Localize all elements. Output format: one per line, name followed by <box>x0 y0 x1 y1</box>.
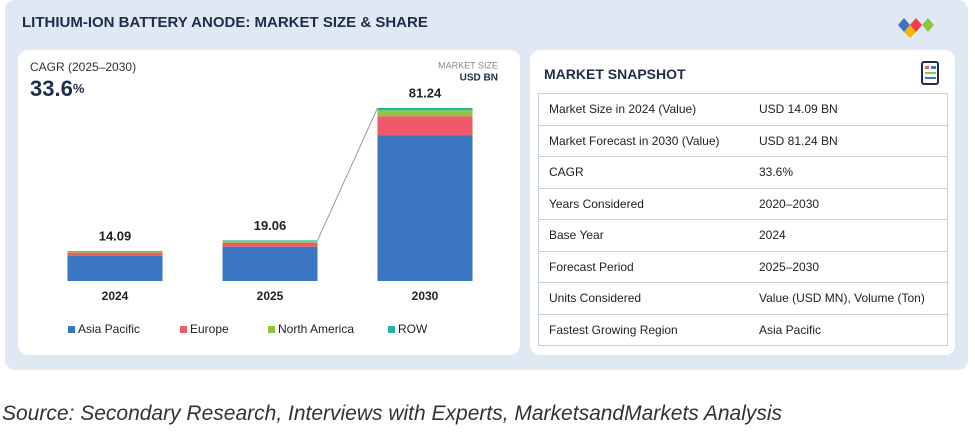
bar-segment <box>377 116 473 136</box>
snapshot-label: Market Size in 2024 (Value) <box>538 93 749 126</box>
bar-segment <box>67 251 163 253</box>
legend-swatch <box>68 326 75 333</box>
snapshot-label: Base Year <box>538 219 749 252</box>
annotation-value: 33.6% <box>30 76 85 101</box>
snapshot-row: CAGR 33.6% <box>538 156 948 189</box>
annotation-number: 33.6 <box>30 76 73 101</box>
bar-segment <box>67 252 163 256</box>
logo <box>898 18 934 38</box>
snapshot-value: USD 81.24 BN <box>749 125 948 157</box>
snapshot-row: Fastest Growing Region Asia Pacific <box>538 314 948 346</box>
snapshot-row: Base Year 2024 <box>538 219 948 252</box>
x-tick-label: 2025 <box>257 289 284 303</box>
annotation-label: CAGR (2025–2030) <box>30 60 136 74</box>
legend-label: Europe <box>190 322 229 336</box>
snapshot-value: Asia Pacific <box>749 314 948 346</box>
total-label: 81.24 <box>409 85 442 100</box>
snapshot-value: 2024 <box>749 219 948 252</box>
snapshot-table: Market Size in 2024 (Value) USD 14.09 BN M… <box>538 93 948 346</box>
snapshot-label: Fastest Growing Region <box>538 314 749 346</box>
snapshot-value: 2020–2030 <box>749 188 948 220</box>
snapshot-title: MARKET SNAPSHOT <box>544 66 686 82</box>
x-tick-label: 2030 <box>412 289 439 303</box>
snapshot-row: Market Size in 2024 (Value) USD 14.09 BN <box>538 93 948 126</box>
annotation-unit: % <box>73 81 85 96</box>
legend-label: ROW <box>398 322 428 336</box>
bar-segment <box>377 108 473 111</box>
snapshot-value: 2025–2030 <box>749 251 948 283</box>
snapshot-row: Units Considered Value (USD MN), Volume (… <box>538 282 948 315</box>
snapshot-label: Forecast Period <box>538 251 749 283</box>
snapshot-icon <box>921 61 939 85</box>
snapshot-card: MARKET SNAPSHOT Market Size in 2024 (Val… <box>530 50 955 355</box>
x-tick-label: 2024 <box>102 289 129 303</box>
snapshot-value: USD 14.09 BN <box>749 93 948 126</box>
bar-segment <box>222 241 318 243</box>
legend-swatch <box>388 326 395 333</box>
legend-swatch <box>180 326 187 333</box>
snapshot-value: Value (USD MN), Volume (Ton) <box>749 282 948 315</box>
total-label: 14.09 <box>99 228 132 243</box>
bar-segment <box>222 246 318 281</box>
snapshot-label: Units Considered <box>538 282 749 315</box>
snapshot-value: 33.6% <box>749 156 948 189</box>
source-note: Source: Secondary Research, Interviews w… <box>2 402 783 425</box>
legend-label: North America <box>278 322 354 336</box>
snapshot-label: Years Considered <box>538 188 749 220</box>
snapshot-label: CAGR <box>538 156 749 189</box>
bar-segment <box>377 110 473 117</box>
total-label: 19.06 <box>254 218 287 233</box>
bar-segment <box>222 240 318 242</box>
bar-segment <box>67 250 163 252</box>
unit-label: USD BN <box>460 73 498 84</box>
snapshot-row: Forecast Period 2025–2030 <box>538 251 948 283</box>
bar-segment <box>377 135 473 281</box>
snapshot-row: Market Forecast in 2030 (Value) USD 81.24… <box>538 125 948 157</box>
legend-label: Asia Pacific <box>78 322 140 336</box>
legend-swatch <box>268 326 275 333</box>
snapshot-label: Market Forecast in 2030 (Value) <box>538 125 749 157</box>
page-title: LITHIUM-ION BATTERY ANODE: MARKET SIZE &… <box>22 14 428 31</box>
chart-card: CAGR (2025–2030) 33.6% MARKET SIZE USD B… <box>18 50 520 355</box>
unit-label: MARKET SIZE <box>438 60 498 70</box>
bar-segment <box>222 242 318 247</box>
connector <box>317 107 378 241</box>
snapshot-row: Years Considered 2020–2030 <box>538 188 948 220</box>
chart: CAGR (2025–2030) 33.6% MARKET SIZE USD B… <box>30 60 498 336</box>
bar-segment <box>67 255 163 281</box>
